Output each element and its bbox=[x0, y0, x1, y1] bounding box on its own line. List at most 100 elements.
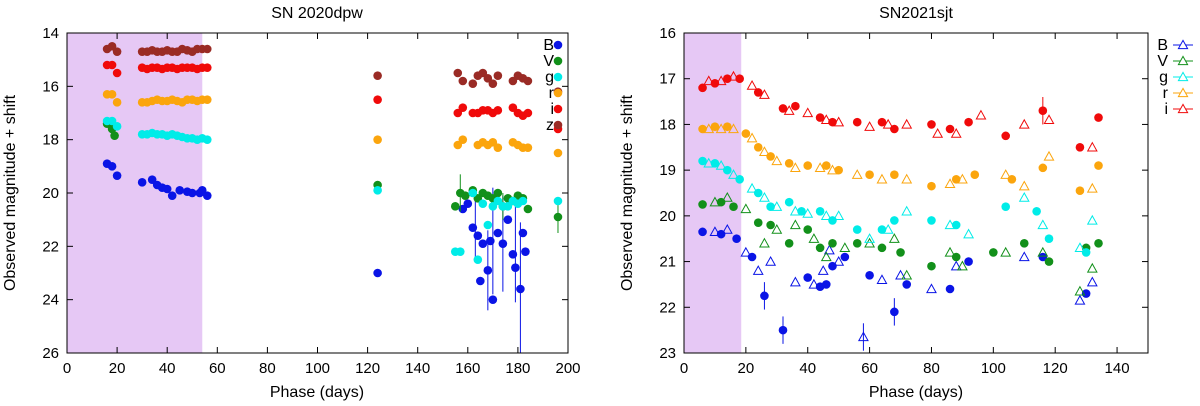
data-point bbox=[963, 228, 975, 239]
x-tick-label: 140 bbox=[1105, 360, 1130, 377]
data-point bbox=[112, 47, 122, 56]
data-point bbox=[723, 74, 732, 84]
data-point bbox=[493, 106, 503, 115]
data-point bbox=[758, 191, 770, 202]
y-tick-label: 18 bbox=[42, 132, 59, 149]
data-point bbox=[950, 260, 962, 271]
data-point bbox=[945, 124, 955, 134]
data-point bbox=[723, 122, 732, 132]
data-point bbox=[944, 246, 956, 257]
legend-marker bbox=[1177, 39, 1189, 50]
data-point bbox=[877, 243, 887, 253]
data-point bbox=[493, 188, 503, 198]
data-point bbox=[747, 252, 757, 262]
data-point bbox=[817, 265, 829, 275]
data-point bbox=[1001, 202, 1011, 212]
data-point bbox=[901, 173, 913, 184]
data-point bbox=[1074, 285, 1086, 296]
data-point bbox=[828, 238, 837, 248]
data-point bbox=[1032, 206, 1041, 216]
data-point bbox=[1086, 182, 1098, 193]
data-point bbox=[112, 98, 122, 107]
data-point bbox=[521, 247, 530, 256]
data-point bbox=[488, 295, 498, 304]
data-point bbox=[698, 227, 707, 237]
data-point bbox=[112, 122, 122, 131]
data-point bbox=[453, 68, 463, 78]
data-point bbox=[815, 113, 825, 122]
data-point bbox=[865, 170, 874, 180]
data-point bbox=[944, 178, 956, 189]
y-tick-label: 18 bbox=[659, 116, 676, 133]
data-point bbox=[373, 71, 382, 80]
data-point bbox=[488, 79, 498, 88]
data-point bbox=[1018, 251, 1030, 262]
data-point bbox=[803, 273, 813, 282]
chart-title: SN2021sjt bbox=[879, 5, 953, 22]
data-point bbox=[852, 238, 862, 248]
data-point bbox=[771, 155, 783, 166]
data-point bbox=[1086, 276, 1098, 287]
data-point bbox=[473, 255, 483, 264]
data-point bbox=[458, 103, 468, 112]
data-point bbox=[162, 184, 172, 194]
legend-label: r bbox=[1163, 85, 1169, 102]
data-point bbox=[828, 117, 837, 127]
data-point bbox=[553, 212, 563, 222]
data-point bbox=[789, 276, 801, 287]
data-point bbox=[523, 143, 533, 152]
data-point bbox=[926, 283, 937, 294]
legend-marker bbox=[1177, 103, 1189, 114]
data-point bbox=[803, 161, 813, 170]
x-tick-label: 60 bbox=[209, 360, 226, 377]
data-point bbox=[1086, 262, 1098, 273]
data-point bbox=[802, 207, 814, 218]
y-tick-label: 23 bbox=[659, 345, 676, 362]
series-g bbox=[698, 156, 1098, 257]
data-point bbox=[964, 257, 973, 266]
data-point bbox=[735, 74, 744, 84]
data-point bbox=[511, 263, 520, 272]
x-tick-label: 80 bbox=[259, 360, 276, 377]
data-point bbox=[698, 83, 707, 93]
data-point bbox=[746, 79, 758, 90]
data-point bbox=[927, 120, 936, 129]
data-point bbox=[890, 216, 899, 225]
data-point bbox=[112, 171, 122, 180]
data-point bbox=[1038, 106, 1048, 116]
data-point bbox=[728, 169, 739, 179]
legend-label: B bbox=[1157, 37, 1168, 54]
data-point bbox=[1037, 246, 1049, 257]
data-point bbox=[721, 223, 733, 234]
data-point bbox=[110, 131, 119, 140]
data-point bbox=[927, 216, 936, 225]
legend-marker bbox=[1177, 55, 1189, 66]
data-point bbox=[503, 215, 513, 224]
x-tick-label: 200 bbox=[555, 360, 580, 377]
legend-marker bbox=[553, 40, 563, 50]
data-point bbox=[951, 174, 961, 184]
legend-marker bbox=[553, 104, 563, 114]
data-point bbox=[710, 122, 720, 132]
data-point bbox=[473, 231, 483, 240]
chart-title: SN 2020dpw bbox=[271, 5, 363, 22]
data-point bbox=[710, 78, 720, 88]
data-point bbox=[901, 269, 913, 280]
data-point bbox=[468, 223, 478, 232]
data-point bbox=[753, 218, 763, 228]
legend-label: V bbox=[543, 53, 554, 70]
legend-label: B bbox=[543, 37, 554, 54]
series-z bbox=[102, 42, 563, 96]
data-point bbox=[175, 186, 185, 195]
data-point bbox=[852, 117, 862, 127]
data-point bbox=[945, 284, 955, 294]
data-point bbox=[1081, 289, 1091, 298]
data-point bbox=[882, 118, 894, 129]
data-point bbox=[373, 135, 382, 144]
data-point bbox=[771, 223, 783, 234]
x-tick-label: 20 bbox=[738, 360, 755, 377]
data-point bbox=[1043, 114, 1055, 125]
data-point bbox=[778, 104, 788, 113]
data-point bbox=[746, 182, 758, 193]
data-point bbox=[783, 105, 795, 115]
